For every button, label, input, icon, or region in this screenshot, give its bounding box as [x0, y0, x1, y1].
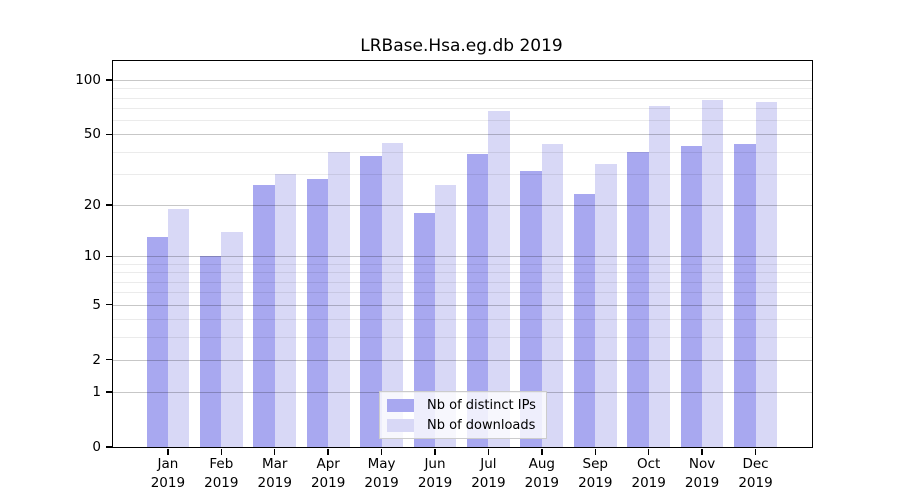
legend-swatch-downloads: [387, 418, 414, 432]
x-tick-label-jun: Jun 2019: [417, 456, 453, 491]
bar-nb-of-downloads-apr: [328, 151, 350, 447]
bar-nb-of-downloads-mar: [274, 173, 297, 447]
bar-nb-of-downloads-feb: [221, 231, 243, 447]
legend: Nb of distinct IPs Nb of downloads: [379, 391, 547, 439]
bar-nb-of-downloads-may: [381, 142, 403, 447]
x-tick-label-nov: Nov 2019: [684, 456, 720, 491]
x-tick-aug: [541, 448, 543, 455]
x-tick-label-oct: Oct 2019: [631, 456, 666, 491]
y-tick-50: [105, 133, 112, 136]
bar-nb-of-distinct-ips-sep: [573, 194, 596, 447]
gridline-minor-7: [113, 281, 812, 283]
bar-nb-of-downloads-jan: [167, 208, 190, 447]
x-tick-label-apr: Apr 2019: [310, 456, 346, 491]
y-tick-label-0: 0: [92, 439, 101, 455]
y-tick-0: [105, 446, 112, 448]
bar-nb-of-distinct-ips-feb: [199, 256, 222, 447]
x-tick-may: [380, 448, 383, 455]
legend-swatch-distinct-ips: [387, 398, 414, 412]
y-tick-label-20: 20: [83, 196, 101, 213]
y-tick-5: [105, 303, 112, 306]
y-tick-1: [105, 391, 112, 393]
x-tick-oct: [647, 448, 650, 455]
gridline-minor-90: [113, 88, 812, 90]
gridline-minor-4: [113, 319, 812, 321]
x-tick-jun: [434, 448, 436, 455]
bar-nb-of-distinct-ips-dec: [734, 144, 756, 447]
bar-nb-of-distinct-ips-mar: [253, 184, 275, 447]
bar-nb-of-downloads-jul: [488, 111, 510, 447]
plot-area: Nb of distinct IPs Nb of downloads 0 1 2 5 1…: [75, 60, 813, 491]
x-tick-sep: [594, 448, 596, 455]
x-tick-label-jan: Jan 2019: [150, 456, 186, 491]
legend-item-distinct-ips: Nb of distinct IPs: [380, 395, 546, 415]
gridline-10: [113, 256, 812, 258]
y-tick-label-100: 100: [75, 72, 101, 88]
x-tick-feb: [220, 448, 223, 455]
gridline-minor-9: [113, 263, 812, 265]
bar-nb-of-distinct-ips-nov: [680, 146, 703, 447]
gridline-20: [113, 204, 812, 206]
bar-nb-of-distinct-ips-apr: [306, 179, 329, 447]
y-tick-2: [105, 358, 112, 361]
bar-nb-of-downloads-nov: [702, 99, 724, 447]
x-tick-apr: [327, 448, 329, 455]
legend-label-distinct-ips: Nb of distinct IPs: [427, 397, 536, 413]
x-tick-label-mar: Mar 2019: [257, 456, 292, 491]
gridline-minor-70: [113, 108, 812, 110]
bar-nb-of-distinct-ips-may: [360, 155, 382, 447]
gridline-minor-6: [113, 292, 812, 294]
bar-nb-of-distinct-ips-jan: [146, 237, 168, 447]
gridline-minor-3: [113, 336, 812, 338]
gridline-minor-40: [113, 151, 812, 153]
y-tick-label-5: 5: [92, 296, 101, 313]
bar-nb-of-distinct-ips-oct: [627, 151, 649, 447]
y-tick-10: [105, 255, 112, 258]
legend-label-downloads: Nb of downloads: [427, 417, 536, 433]
x-tick-jul: [487, 448, 490, 455]
bar-nb-of-downloads-jun: [435, 184, 457, 447]
x-tick-mar: [273, 448, 276, 455]
gridline-100: [113, 80, 812, 81]
x-tick-dec: [754, 448, 757, 455]
y-tick-20: [105, 204, 112, 206]
gridline-minor-30: [113, 173, 812, 175]
y-tick-label-2: 2: [92, 351, 101, 368]
chart-title: LRBase.Hsa.eg.db 2019: [360, 36, 563, 56]
bar-nb-of-distinct-ips-jul: [467, 153, 489, 447]
x-tick-label-sep: Sep 2019: [578, 456, 613, 491]
bar-nb-of-distinct-ips-aug: [520, 171, 542, 447]
bar-nb-of-downloads-aug: [541, 144, 564, 447]
gridline-minor-60: [113, 120, 812, 122]
x-tick-nov: [701, 448, 703, 455]
y-tick-label-50: 50: [83, 126, 101, 143]
legend-item-downloads: Nb of downloads: [380, 415, 546, 435]
gridline-minor-80: [113, 97, 812, 99]
gridline-2: [113, 359, 812, 361]
y-tick-label-1: 1: [92, 383, 101, 400]
y-tick-100: [105, 79, 112, 81]
gridline-5: [113, 304, 812, 306]
x-tick-label-aug: Aug 2019: [524, 456, 559, 491]
bar-nb-of-downloads-dec: [755, 101, 777, 447]
gridline-50: [113, 134, 812, 136]
bar-nb-of-distinct-ips-jun: [413, 212, 435, 447]
x-tick-jan: [167, 448, 169, 455]
bar-nb-of-downloads-sep: [595, 164, 617, 447]
x-tick-label-dec: Dec 2019: [738, 456, 773, 491]
x-tick-label-feb: Feb 2019: [204, 456, 239, 491]
x-tick-label-may: May 2019: [364, 456, 399, 491]
gridline-minor-8: [113, 272, 812, 274]
y-tick-label-10: 10: [83, 248, 101, 265]
bar-nb-of-downloads-oct: [648, 105, 671, 447]
x-tick-label-jul: Jul 2019: [471, 456, 506, 491]
